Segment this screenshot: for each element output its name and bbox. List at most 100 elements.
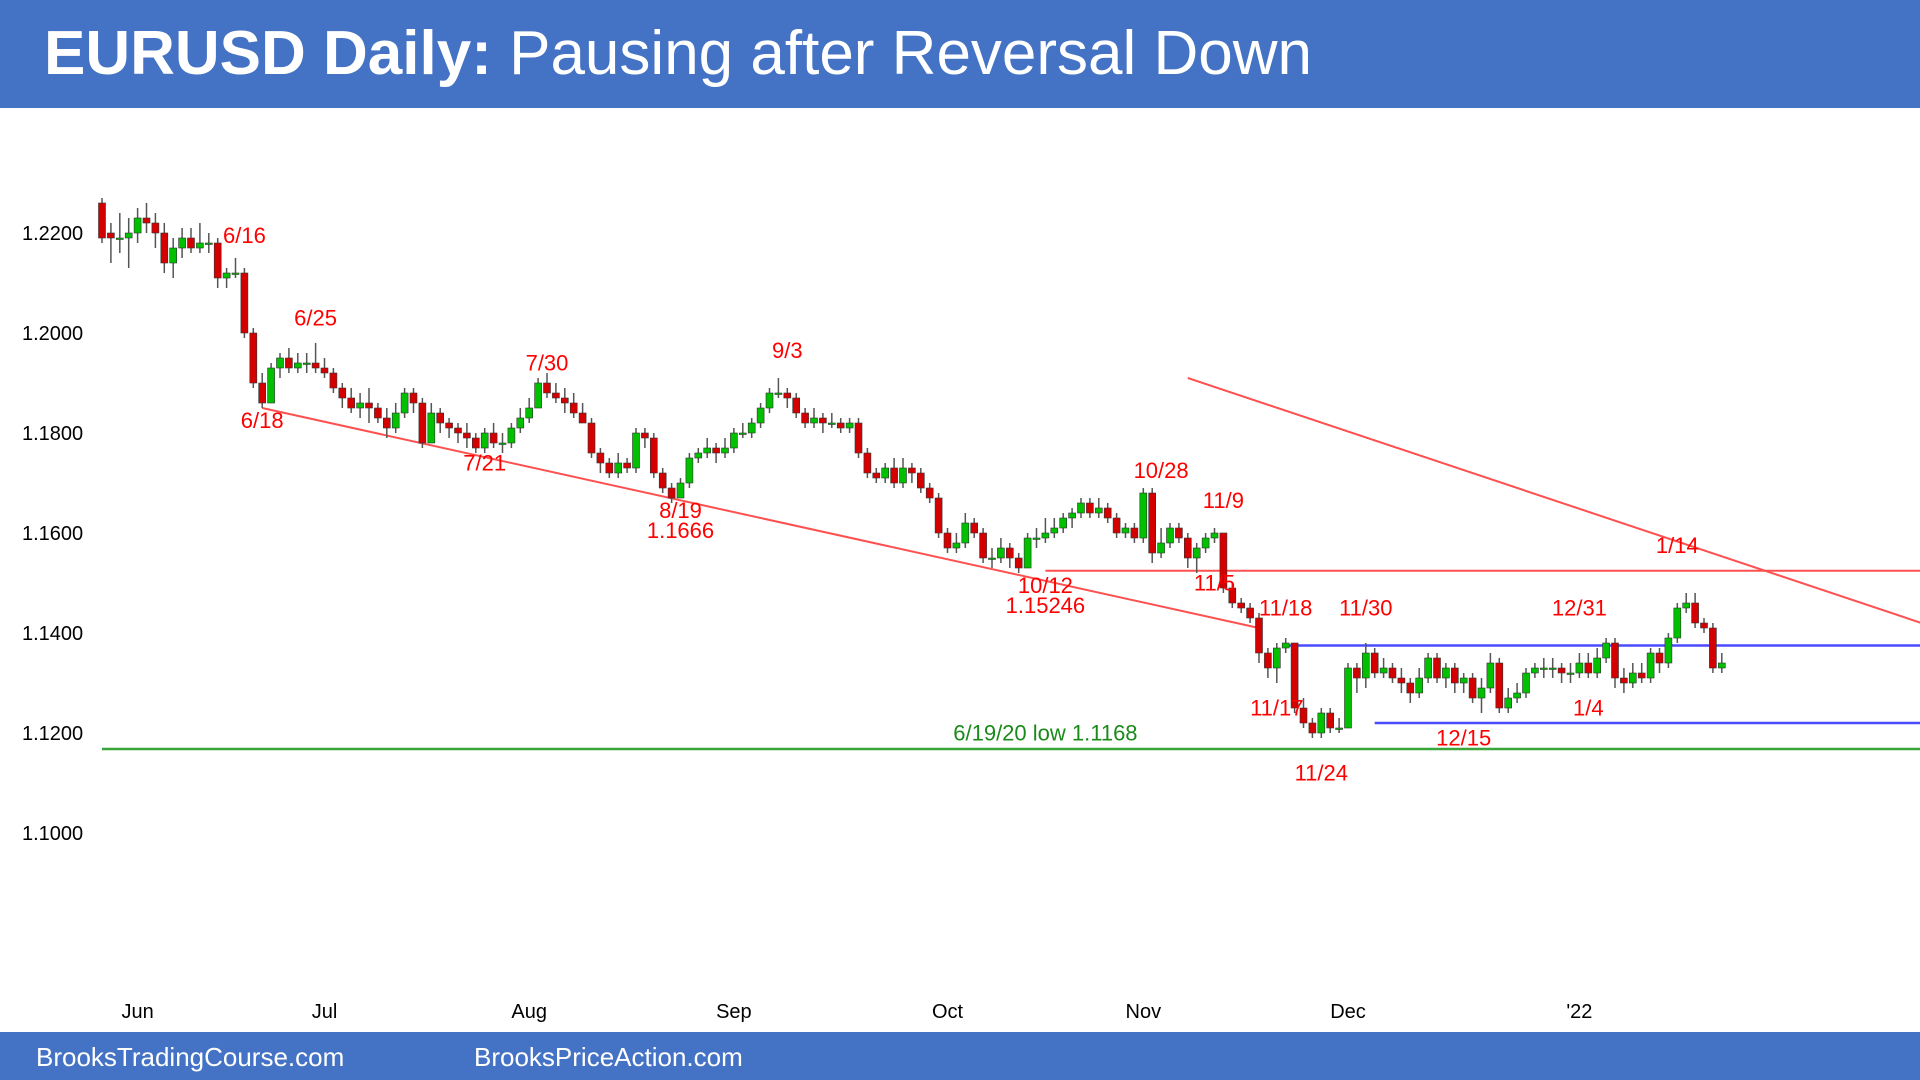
candle-body: [899, 467, 907, 484]
annotation-label: 11/24: [1295, 761, 1348, 786]
candle-body: [1050, 527, 1059, 534]
chart-title: EURUSD Daily: Pausing after Reversal Dow…: [44, 18, 1312, 90]
annotation-label: 11/17: [1250, 696, 1303, 721]
candle-body: [356, 402, 364, 409]
candle-body: [1513, 692, 1521, 699]
candle-body: [712, 447, 720, 454]
candle-body: [934, 497, 943, 534]
candle-body: [1646, 652, 1655, 679]
annotation-label: 6/25: [294, 306, 337, 331]
candle-body: [285, 357, 293, 369]
candle-body: [258, 382, 267, 404]
candle-body: [1575, 662, 1584, 674]
candle-body: [1593, 657, 1601, 674]
x-axis: Jun Jul Aug Sep Oct Nov Dec '22: [121, 1001, 1592, 1023]
candle-body: [329, 372, 338, 389]
candle-body: [756, 407, 765, 424]
candle-body: [1700, 622, 1708, 629]
candle-body: [240, 272, 249, 334]
candle-body: [1673, 607, 1682, 639]
x-tick-label: Sep: [716, 1001, 752, 1023]
y-tick-label: 1.1600: [22, 523, 83, 545]
candle-body: [1175, 527, 1183, 539]
candle-body: [916, 472, 925, 489]
candle-body: [374, 407, 382, 419]
candle-body: [1139, 492, 1148, 539]
candle-body: [1397, 677, 1406, 684]
annotation-label: 11/30: [1339, 596, 1392, 621]
candle-body: [1486, 662, 1495, 689]
annotation-label: 11/18: [1259, 596, 1312, 621]
candle-body: [783, 392, 792, 399]
candle-body: [614, 462, 623, 474]
candle-body: [1219, 532, 1228, 589]
x-tick-label: Dec: [1330, 1001, 1366, 1023]
candle-body: [1522, 672, 1530, 694]
candle-body: [1611, 642, 1619, 679]
candle-body: [623, 462, 631, 469]
candle-body: [658, 472, 667, 489]
candle-body: [1184, 537, 1192, 559]
candle-body: [1041, 532, 1050, 539]
candle-body: [1424, 657, 1432, 679]
candle-body: [997, 547, 1005, 559]
y-tick-label: 1.1400: [22, 623, 83, 645]
annotation-label: 7/30: [526, 351, 569, 376]
y-tick-label: 1.1200: [22, 723, 83, 745]
candle-body: [685, 457, 694, 484]
candle-body: [1709, 627, 1717, 669]
candle-body: [231, 272, 240, 275]
candle-body: [1112, 517, 1121, 534]
candle-body: [596, 452, 605, 464]
candle-body: [1637, 672, 1646, 679]
candle-body: [276, 357, 284, 369]
candle-body: [925, 487, 934, 499]
candle-body: [952, 542, 961, 549]
x-tick-label: Oct: [932, 1001, 964, 1023]
annotation-label: 1.15246: [1006, 593, 1086, 618]
annotation-label: 6/18: [241, 408, 284, 433]
candle-body: [543, 382, 551, 394]
candle-body: [222, 272, 231, 279]
candle-body: [819, 417, 827, 424]
candle-body: [801, 412, 809, 424]
candle-body: [1442, 667, 1450, 679]
candle-body: [738, 432, 747, 435]
candle-body: [1255, 617, 1263, 654]
footer-site-brookspriceaction[interactable]: BrooksPriceAction.com: [474, 1042, 743, 1072]
candle-body: [1682, 602, 1690, 609]
candle-body: [881, 467, 890, 479]
footer-site-brookstradingcourse[interactable]: BrooksTradingCourse.com: [36, 1042, 345, 1072]
candle-body: [1005, 547, 1014, 559]
candle-body: [391, 412, 400, 429]
y-tick-label: 1.1800: [22, 423, 83, 445]
candle-body: [1317, 712, 1326, 734]
candle-body: [632, 432, 640, 469]
candle-body: [1326, 712, 1334, 729]
candle-body: [142, 217, 151, 224]
y-tick-label: 1.2200: [22, 223, 83, 245]
candle-body: [1281, 642, 1290, 649]
candle-body: [1540, 667, 1548, 670]
candle-body: [1157, 542, 1165, 554]
candle-body: [516, 417, 525, 429]
candle-body: [1068, 512, 1076, 519]
title-bold: EURUSD Daily:: [44, 19, 492, 88]
candle-body: [436, 412, 445, 424]
candle-body: [1077, 502, 1085, 514]
candle-body: [471, 437, 480, 449]
candle-body: [872, 472, 881, 479]
candle-body: [498, 442, 507, 445]
candle-body: [747, 422, 756, 434]
candle-body: [552, 392, 560, 399]
candle-body: [792, 397, 801, 414]
candle-body: [774, 392, 783, 395]
candle-body: [1059, 517, 1067, 529]
candle-body: [1602, 642, 1610, 659]
candle-body: [578, 412, 587, 424]
candle-body: [1584, 662, 1593, 674]
candle-body: [1655, 652, 1664, 664]
candle-body: [970, 522, 979, 534]
candle-body: [1362, 652, 1370, 679]
candle-body: [979, 532, 987, 559]
